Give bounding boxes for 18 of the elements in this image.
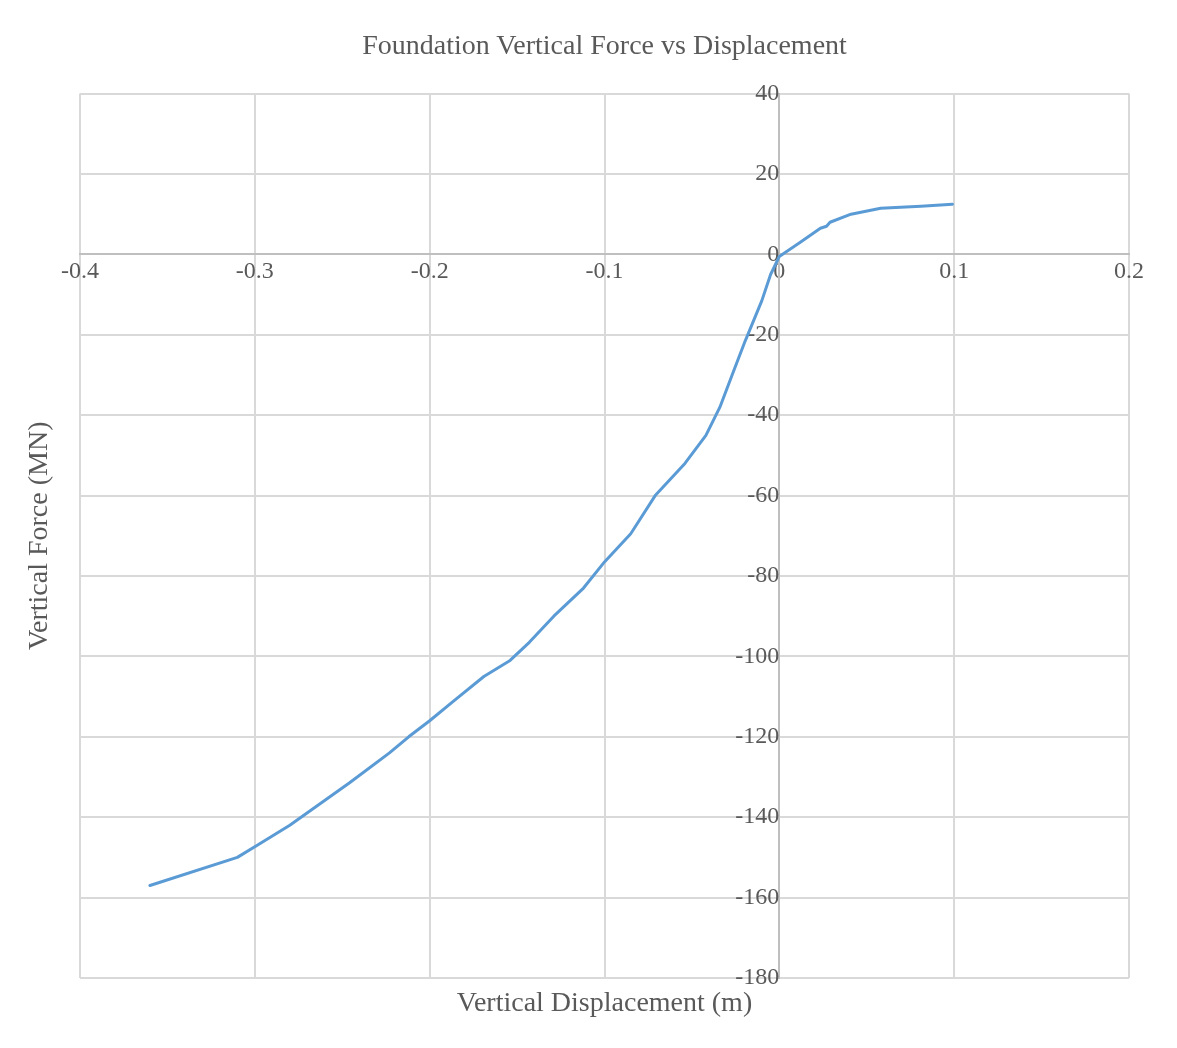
x-tick-label: -0.2 (410, 257, 449, 284)
y-tick-label: -40 (747, 400, 780, 427)
x-tick-label: 0.1 (939, 257, 970, 284)
y-tick-label: -80 (747, 561, 780, 588)
y-tick-label: -100 (735, 641, 780, 668)
y-axis-title: Vertical Force (MN) (22, 421, 54, 651)
y-tick-label: -60 (747, 480, 780, 507)
y-tick-label: -160 (735, 882, 780, 909)
y-tick-label: -20 (747, 320, 780, 347)
y-tick-label: 40 (755, 78, 780, 105)
x-tick-label: -0.1 (585, 257, 624, 284)
x-tick-label: -0.4 (61, 257, 99, 284)
y-tick-label: -140 (735, 802, 780, 829)
y-tick-label: 20 (755, 159, 780, 186)
y-tick-label: -120 (735, 722, 780, 749)
x-tick-label: 0.2 (1114, 257, 1144, 284)
x-tick-label: -0.3 (235, 257, 274, 284)
chart-title: Foundation Vertical Force vs Displacement (362, 29, 848, 61)
